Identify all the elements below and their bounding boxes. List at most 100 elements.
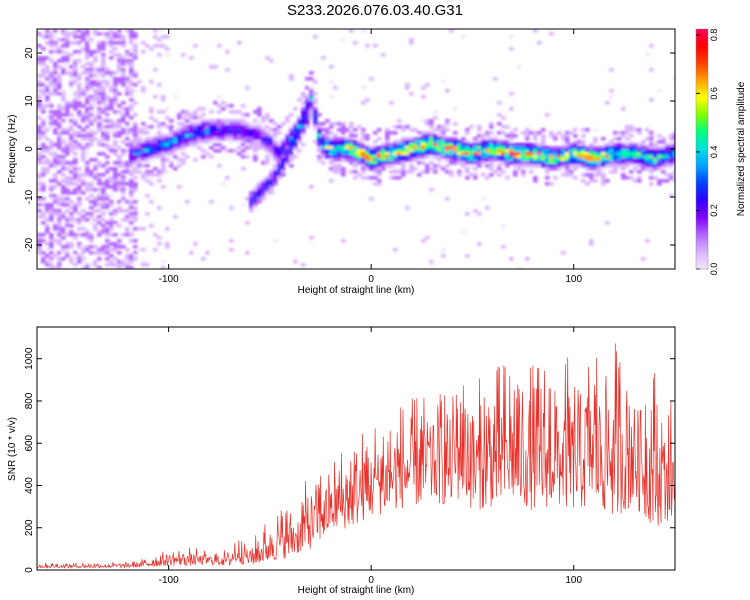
- heatmap-cell: [597, 149, 602, 153]
- heatmap-cell: [65, 176, 70, 180]
- heatmap-cell: [177, 158, 182, 162]
- heatmap-cell: [77, 197, 82, 201]
- heatmap-cell: [241, 137, 246, 141]
- heatmap-cell: [317, 143, 322, 147]
- heatmap-cell: [305, 104, 310, 108]
- heatmap-cell: [457, 155, 462, 159]
- heatmap-cell: [73, 254, 78, 258]
- heatmap-cell: [129, 107, 134, 111]
- heatmap-cell: [153, 248, 158, 252]
- heatmap-cell: [541, 158, 546, 162]
- heatmap-cell: [113, 98, 118, 102]
- heatmap-cell: [213, 125, 218, 129]
- heatmap-cell: [317, 140, 322, 144]
- heatmap-cell: [53, 194, 58, 198]
- heatmap-cell: [77, 86, 82, 90]
- heatmap-cell: [165, 149, 170, 153]
- heatmap-cell: [665, 152, 670, 156]
- heatmap-cell: [657, 161, 662, 165]
- heatmap-cell: [69, 242, 74, 246]
- heatmap-cell: [113, 47, 118, 51]
- heatmap-cell: [609, 68, 614, 72]
- heatmap-cell: [53, 176, 58, 180]
- heatmap-cell: [157, 110, 162, 114]
- heatmap-cell: [125, 248, 130, 252]
- heatmap-cell: [593, 158, 598, 162]
- heatmap-cell: [261, 182, 266, 186]
- heatmap-cell: [521, 131, 526, 135]
- heatmap-cell: [141, 131, 146, 135]
- heatmap-cell: [41, 161, 46, 165]
- heatmap-cell: [85, 101, 90, 105]
- heatmap-cell: [481, 158, 486, 162]
- heatmap-cell: [449, 155, 454, 159]
- heatmap-cell: [125, 161, 130, 165]
- heatmap-cell: [69, 206, 74, 210]
- heatmap-cell: [325, 119, 330, 123]
- heatmap-cell: [41, 110, 46, 114]
- heatmap-cell: [129, 143, 134, 147]
- heatmap-cell: [433, 128, 438, 132]
- heatmap-cell: [661, 146, 666, 150]
- heatmap-cell: [341, 149, 346, 153]
- heatmap-cell: [533, 179, 538, 183]
- heatmap-cell: [261, 194, 266, 198]
- heatmap-cell: [393, 248, 398, 252]
- heatmap-cell: [537, 158, 542, 162]
- heatmap-cell: [149, 137, 154, 141]
- heatmap-cell: [41, 125, 46, 129]
- heatmap-cell: [509, 155, 514, 159]
- heatmap-cell: [177, 131, 182, 135]
- heatmap-cell: [669, 152, 674, 156]
- heatmap-cell: [269, 59, 274, 63]
- heatmap-cell: [69, 212, 74, 216]
- heatmap-cell: [193, 134, 198, 138]
- heatmap-cell: [65, 50, 70, 54]
- heatmap-cell: [501, 161, 506, 165]
- heatmap-cell: [85, 68, 90, 72]
- heatmap-cell: [277, 155, 282, 159]
- heatmap-cell: [501, 152, 506, 156]
- heatmap-cell: [141, 143, 146, 147]
- heatmap-cell: [345, 128, 350, 132]
- heatmap-cell: [113, 140, 118, 144]
- heatmap-cell: [193, 131, 198, 135]
- heatmap-cell: [53, 62, 58, 66]
- heatmap-cell: [53, 158, 58, 162]
- heatmap-cell: [529, 131, 534, 135]
- heatmap-cell: [129, 257, 134, 261]
- heatmap-cell: [609, 155, 614, 159]
- heatmap-cell: [445, 155, 450, 159]
- heatmap-cell: [425, 119, 430, 123]
- heatmap-cell: [37, 251, 42, 255]
- heatmap-cell: [113, 176, 118, 180]
- heatmap-cell: [245, 86, 250, 90]
- heatmap-cell: [41, 221, 46, 225]
- heatmap-cell: [429, 140, 434, 144]
- heatmap-cell: [121, 263, 126, 267]
- heatmap-cell: [89, 140, 94, 144]
- heatmap-cell: [333, 122, 338, 126]
- heatmap-cell: [201, 155, 206, 159]
- heatmap-cell: [421, 161, 426, 165]
- heatmap-cell: [233, 137, 238, 141]
- heatmap-cell: [241, 119, 246, 123]
- heatmap-cell: [105, 98, 110, 102]
- heatmap-cell: [77, 167, 82, 171]
- heatmap-cell: [477, 143, 482, 147]
- heatmap-cell: [605, 149, 610, 153]
- heatmap-cell: [201, 107, 206, 111]
- heatmap-cell: [333, 155, 338, 159]
- heatmap-cell: [301, 122, 306, 126]
- heatmap-cell: [53, 71, 58, 75]
- heatmap-cell: [417, 140, 422, 144]
- heatmap-cell: [181, 143, 186, 147]
- heatmap-cell: [141, 260, 146, 264]
- heatmap-cell: [97, 41, 102, 45]
- heatmap-cell: [309, 101, 314, 105]
- heatmap-cell: [629, 125, 634, 129]
- heatmap-cell: [129, 29, 134, 33]
- heatmap-cell: [73, 233, 78, 237]
- heatmap-cell: [337, 164, 342, 168]
- heatmap-cell: [261, 134, 266, 138]
